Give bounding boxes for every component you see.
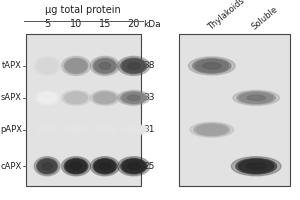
Ellipse shape [90,157,119,176]
Ellipse shape [38,159,56,173]
Ellipse shape [93,158,117,174]
Text: 31: 31 [143,125,155,134]
Text: pAPX: pAPX [0,125,22,134]
Ellipse shape [237,92,275,104]
Ellipse shape [128,95,140,101]
Ellipse shape [195,59,229,72]
Ellipse shape [38,126,56,134]
Text: cAPX: cAPX [1,162,22,171]
Ellipse shape [188,57,235,75]
Ellipse shape [34,56,60,75]
Ellipse shape [61,90,91,105]
Ellipse shape [66,159,86,173]
Ellipse shape [239,93,273,103]
Ellipse shape [128,62,140,69]
Bar [178,34,290,186]
Bar [26,34,141,186]
Ellipse shape [94,93,115,103]
Ellipse shape [37,92,58,104]
Text: sAPX: sAPX [1,93,22,102]
Text: 20: 20 [128,19,140,29]
Ellipse shape [37,125,58,135]
Text: 33: 33 [143,93,155,102]
Ellipse shape [194,124,230,136]
Text: 10: 10 [70,19,82,29]
Ellipse shape [118,56,150,75]
Ellipse shape [193,58,231,73]
Ellipse shape [190,122,234,137]
Ellipse shape [90,90,119,105]
Text: tAPX: tAPX [2,61,22,70]
Ellipse shape [93,92,117,104]
Ellipse shape [246,163,266,170]
Ellipse shape [34,124,60,136]
Ellipse shape [94,159,115,173]
Ellipse shape [64,125,88,135]
Ellipse shape [38,59,56,73]
Ellipse shape [231,157,281,176]
Ellipse shape [247,95,266,101]
Ellipse shape [233,90,280,105]
Ellipse shape [118,124,150,136]
Text: 38: 38 [143,61,155,70]
Ellipse shape [64,58,88,74]
Ellipse shape [93,125,117,135]
Ellipse shape [99,163,111,170]
Ellipse shape [121,125,147,135]
Ellipse shape [238,159,274,173]
Ellipse shape [121,158,147,174]
Ellipse shape [66,59,86,73]
Text: 5: 5 [44,19,50,29]
Ellipse shape [66,93,86,103]
Ellipse shape [66,126,86,134]
Text: kDa: kDa [143,20,161,29]
Ellipse shape [37,58,58,74]
Ellipse shape [38,93,56,103]
Ellipse shape [121,92,147,104]
Ellipse shape [202,63,221,69]
Ellipse shape [94,59,115,73]
Ellipse shape [70,163,82,170]
Ellipse shape [61,157,91,176]
Ellipse shape [128,163,140,170]
Ellipse shape [236,158,277,174]
Ellipse shape [90,124,119,136]
Ellipse shape [122,159,145,173]
Ellipse shape [34,90,60,105]
Ellipse shape [122,93,145,103]
Ellipse shape [121,58,147,74]
Text: 15: 15 [99,19,111,29]
Ellipse shape [61,56,91,75]
Ellipse shape [122,126,145,134]
Ellipse shape [99,62,111,69]
Ellipse shape [122,59,145,73]
Text: Thylakoids: Thylakoids [206,0,246,32]
Text: 25: 25 [143,162,155,171]
Ellipse shape [93,58,117,74]
Ellipse shape [90,56,119,75]
Ellipse shape [118,90,150,105]
Ellipse shape [94,126,115,134]
Ellipse shape [61,124,91,136]
Text: μg total protein: μg total protein [45,5,120,15]
Ellipse shape [196,124,227,135]
Ellipse shape [64,92,88,104]
Ellipse shape [42,163,52,170]
Ellipse shape [37,158,58,174]
Text: Soluble: Soluble [250,5,280,32]
Ellipse shape [64,158,88,174]
Ellipse shape [118,157,150,176]
Ellipse shape [34,157,60,176]
